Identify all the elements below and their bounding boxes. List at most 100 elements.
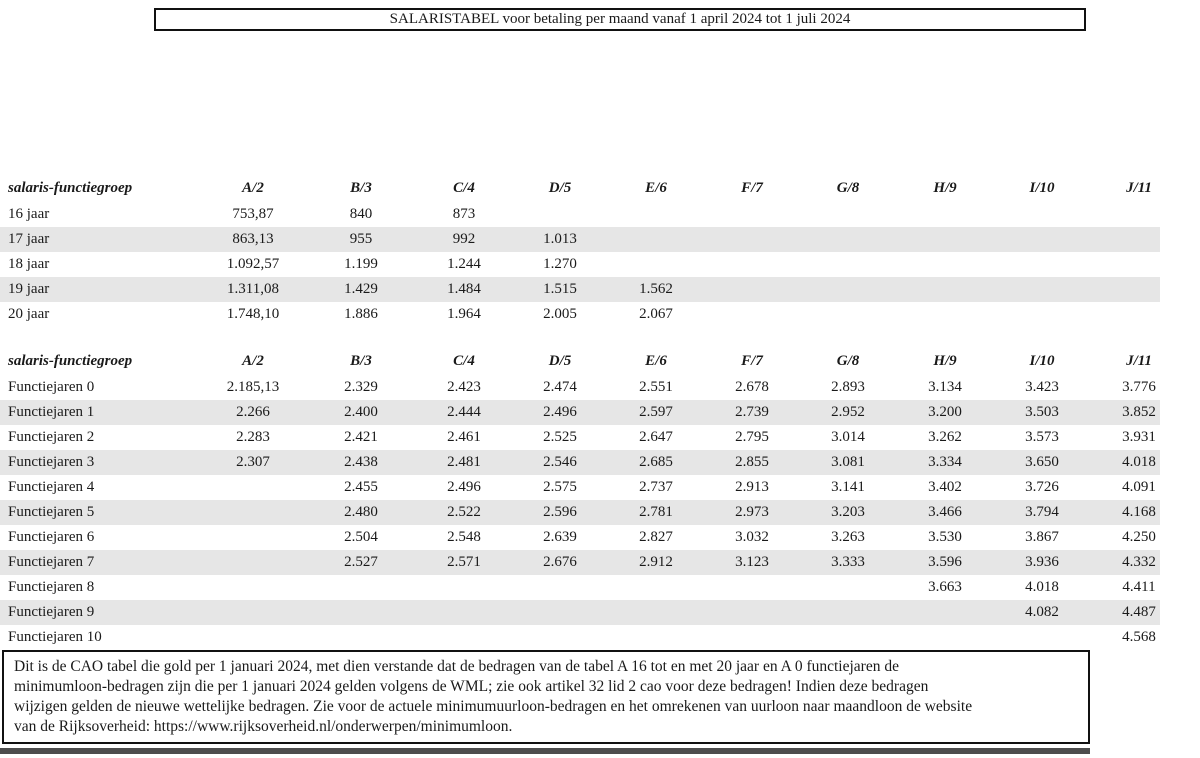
salary-cell <box>800 252 896 277</box>
row-label: 20 jaar <box>8 306 50 322</box>
table-row: Functiejaren 3 2.307 2.438 2.481 2.546 2.685 2… <box>0 450 1160 475</box>
salary-cell: 3.726 <box>1025 479 1059 495</box>
salary-cell <box>306 575 416 600</box>
salary-cell: 2.444 <box>447 404 481 420</box>
salary-cell: 2.597 <box>639 404 673 420</box>
row-label: 16 jaar <box>8 206 50 222</box>
age-salary-table: salaris-functiegroep A/2 B/3 C/4 D/5 E/6 F/7 G… <box>0 170 1160 327</box>
row-label: 17 jaar <box>8 231 50 247</box>
salary-cell <box>1090 252 1160 277</box>
salary-cell: 1.748,10 <box>226 306 280 322</box>
footer-note-line: minimumloon-bedragen zijn die per 1 janu… <box>14 678 929 695</box>
function-table-body: Functiejaren 0 2.185,13 2.329 2.423 2.474 2.5… <box>0 375 1160 650</box>
salary-cell: 2.496 <box>447 479 481 495</box>
salary-cell: 2.685 <box>639 454 673 470</box>
function-years-table: salaris-functiegroep A/2 B/3 C/4 D/5 E/6 F/7 G… <box>0 343 1160 650</box>
table-row: Functiejaren 7 2.527 2.571 2.676 2.912 3.123 3… <box>0 550 1160 575</box>
row-label: Functiejaren 2 <box>8 429 95 445</box>
column-header-e-6: E/6 <box>645 353 667 369</box>
salary-cell <box>608 625 704 650</box>
salary-cell: 1.199 <box>344 256 378 272</box>
salary-cell: 1.964 <box>447 306 481 322</box>
column-header-i-10: I/10 <box>1029 180 1055 196</box>
column-header-g-8: G/8 <box>836 353 860 369</box>
salary-cell: 2.575 <box>543 479 577 495</box>
salary-cell: 4.568 <box>1122 629 1156 645</box>
salary-cell: 3.423 <box>1025 379 1059 395</box>
salary-cell: 2.283 <box>236 429 270 445</box>
salary-cell: 3.931 <box>1122 429 1156 445</box>
salary-cell: 3.014 <box>831 429 865 445</box>
salary-cell: 2.739 <box>735 404 769 420</box>
row-label: Functiejaren 8 <box>8 579 95 595</box>
salary-cell <box>512 600 608 625</box>
salary-cell <box>896 600 994 625</box>
row-label-header: salaris-functiegroep <box>8 353 133 369</box>
table-row: 17 jaar 863,13 955 992 1.013 <box>0 227 1160 252</box>
salary-cell <box>704 600 800 625</box>
salary-cell: 2.913 <box>735 479 769 495</box>
age-table-header-row: salaris-functiegroep A/2 B/3 C/4 D/5 E/6 F/7 G… <box>0 170 1160 202</box>
salary-cell <box>200 525 306 550</box>
salary-cell <box>704 277 800 302</box>
salary-cell <box>994 227 1090 252</box>
salary-cell <box>608 252 704 277</box>
table-row: 20 jaar 1.748,10 1.886 1.964 2.005 2.067 <box>0 302 1160 327</box>
salary-cell: 2.461 <box>447 429 481 445</box>
salary-cell: 4.487 <box>1122 604 1156 620</box>
salary-cell: 3.262 <box>928 429 962 445</box>
row-label: Functiejaren 4 <box>8 479 95 495</box>
column-header-a-2: A/2 <box>242 180 264 196</box>
salary-cell: 1.886 <box>344 306 378 322</box>
salary-cell: 3.596 <box>928 554 962 570</box>
salary-cell: 1.429 <box>344 281 378 297</box>
salary-cell <box>800 600 896 625</box>
bottom-divider-bar <box>0 748 1090 754</box>
table-row: Functiejaren 10 4.568 <box>0 625 1160 650</box>
table-row: 18 jaar 1.092,57 1.199 1.244 1.270 <box>0 252 1160 277</box>
salary-cell: 840 <box>349 206 373 222</box>
salary-cell <box>800 575 896 600</box>
salary-cell <box>200 600 306 625</box>
salary-cell <box>512 625 608 650</box>
salary-cell <box>800 202 896 227</box>
age-table-body: 16 jaar 753,87 840 873 17 jaar 863,13 955 992 1.… <box>0 202 1160 327</box>
salary-cell: 3.334 <box>928 454 962 470</box>
salary-cell <box>416 600 512 625</box>
salary-cell: 2.266 <box>236 404 270 420</box>
salary-cell: 2.639 <box>543 529 577 545</box>
salary-cell <box>896 202 994 227</box>
salary-cell: 2.421 <box>344 429 378 445</box>
column-header-e-6: E/6 <box>645 180 667 196</box>
salary-cell: 2.893 <box>831 379 865 395</box>
salary-cell <box>800 277 896 302</box>
salary-cell: 3.203 <box>831 504 865 520</box>
salary-cell: 992 <box>452 231 476 247</box>
salary-cell: 1.562 <box>639 281 673 297</box>
salary-cell: 2.571 <box>447 554 481 570</box>
column-header-b-3: B/3 <box>350 353 372 369</box>
salary-cell: 1.013 <box>543 231 577 247</box>
column-header-h-9: H/9 <box>933 180 957 196</box>
salary-cell <box>416 625 512 650</box>
salary-cell: 2.737 <box>639 479 673 495</box>
salary-cell <box>800 227 896 252</box>
footer-note-box: Dit is de CAO tabel die gold per 1 janua… <box>2 650 1090 744</box>
document-title: SALARISTABEL voor betaling per maand van… <box>154 8 1086 31</box>
salary-cell: 3.530 <box>928 529 962 545</box>
salary-cell <box>704 575 800 600</box>
salary-cell: 2.596 <box>543 504 577 520</box>
salary-cell: 3.650 <box>1025 454 1059 470</box>
salary-cell <box>1090 227 1160 252</box>
salary-cell: 753,87 <box>232 206 274 222</box>
salary-cell: 3.867 <box>1025 529 1059 545</box>
salary-cell: 3.333 <box>831 554 865 570</box>
salary-cell: 2.438 <box>344 454 378 470</box>
salary-cell <box>896 625 994 650</box>
table-row: 19 jaar 1.311,08 1.429 1.484 1.515 1.562 <box>0 277 1160 302</box>
function-table-header-row: salaris-functiegroep A/2 B/3 C/4 D/5 E/6 F/7 G… <box>0 343 1160 375</box>
salary-cell: 2.423 <box>447 379 481 395</box>
salary-cell <box>608 227 704 252</box>
salary-cell: 2.676 <box>543 554 577 570</box>
salary-cell: 2.527 <box>344 554 378 570</box>
